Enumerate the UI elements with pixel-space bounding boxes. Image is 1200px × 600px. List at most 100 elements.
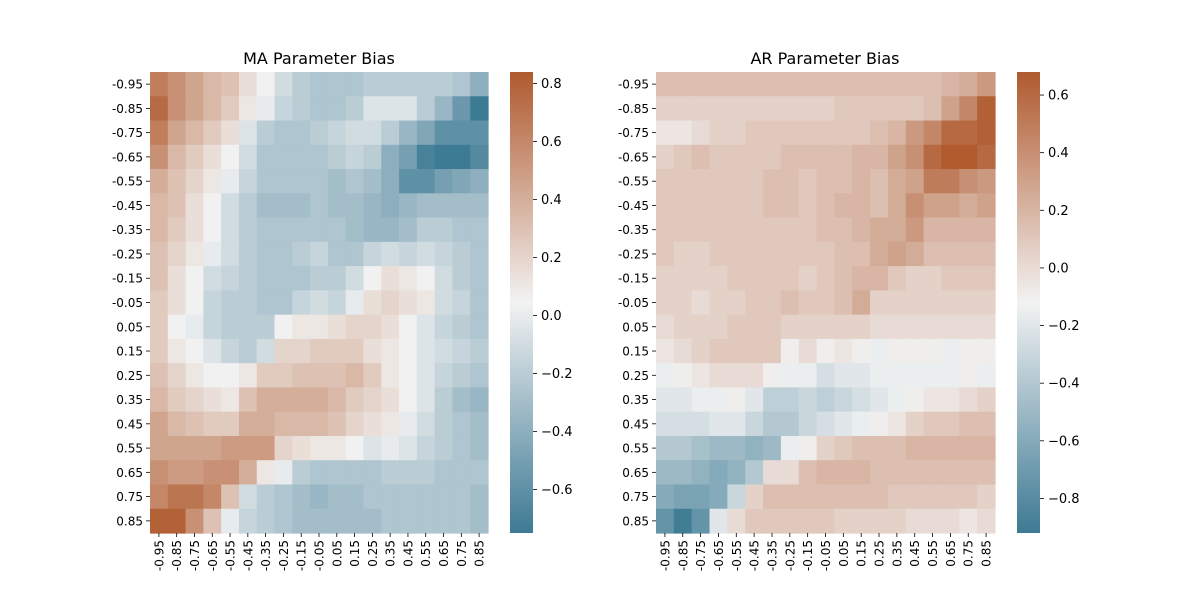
ar-heatmap-cell — [780, 363, 800, 389]
ar-heatmap-cell — [941, 96, 960, 122]
ar-heatmap-cell — [763, 484, 782, 510]
ar-y-tick-label: 0.05 — [622, 320, 649, 334]
ma-heatmap-cell — [167, 193, 187, 219]
ar-heatmap-cell — [852, 193, 871, 219]
ma-y-tick-label: -0.45 — [112, 199, 143, 213]
ma-heatmap-cell — [452, 120, 471, 146]
ma-heatmap-cell — [310, 363, 329, 389]
ar-heatmap-cell — [745, 290, 764, 316]
ar-heatmap-cell — [763, 508, 782, 534]
ar-heatmap-cell — [673, 266, 693, 291]
ma-heatmap-cell — [345, 266, 365, 291]
ma-heatmap-cell — [470, 508, 489, 534]
ar-heatmap-cell — [673, 241, 693, 267]
ar-heatmap-cell — [763, 460, 782, 486]
ma-heatmap-cell — [256, 363, 276, 389]
ar-heatmap-cell — [905, 363, 925, 389]
ar-heatmap-cell — [959, 411, 978, 437]
ar-heatmap-cell — [870, 411, 889, 437]
ar-heatmap-cell — [905, 314, 925, 340]
ma-heatmap-cell — [381, 460, 400, 486]
ar-heatmap-cell — [959, 96, 978, 122]
ma-heatmap-cell — [167, 314, 187, 340]
ma-heatmap-cell — [167, 435, 187, 461]
ar-heatmap-cell — [870, 508, 889, 534]
ar-heatmap-cell — [959, 241, 978, 267]
ar-x-tick-label: -0.35 — [765, 540, 779, 571]
ma-heatmap-cell — [452, 411, 471, 437]
ar-heatmap-cell — [905, 241, 925, 267]
ar-colorbar-gradient — [1017, 72, 1040, 533]
ma-heatmap-cell — [470, 217, 489, 243]
ma-heatmap-cell — [292, 508, 311, 534]
ma-heatmap-cell — [238, 266, 258, 291]
ar-heatmap-cell — [887, 193, 907, 219]
ma-heatmap-cell — [203, 508, 222, 534]
ar-heatmap-cell — [870, 314, 889, 340]
ma-heatmap-cell — [310, 144, 329, 170]
ma-heatmap-cell — [292, 290, 311, 316]
ar-heatmap-cell — [870, 169, 889, 194]
ar-heatmap-cell — [941, 338, 960, 364]
ma-heatmap-cell — [381, 387, 400, 413]
ar-heatmap-cell — [834, 460, 853, 486]
ar-heatmap-cell — [887, 96, 907, 122]
ar-heatmap-cell — [656, 411, 675, 437]
ma-heatmap-cell — [274, 484, 293, 510]
ma-heatmap-cell — [310, 484, 329, 510]
ma-heatmap-cell — [363, 387, 382, 413]
ar-y-tick-label: -0.65 — [618, 150, 649, 164]
ma-heatmap-cell — [238, 460, 258, 486]
ma-heatmap-cell — [434, 290, 454, 316]
ar-heatmap-cell — [870, 290, 889, 316]
ma-heatmap-cell — [292, 96, 311, 122]
ma-heatmap-cell — [452, 435, 471, 461]
ar-heatmap-cell — [673, 314, 693, 340]
ma-y-tick-label: 0.25 — [116, 369, 143, 383]
ar-heatmap-cell — [852, 241, 871, 267]
ar-heatmap-cell — [745, 144, 764, 170]
ma-heatmap-cell — [274, 120, 293, 146]
ma-heatmap-cell — [327, 508, 347, 534]
ma-heatmap-cell — [256, 411, 276, 437]
ma-heatmap-cell — [416, 387, 436, 413]
ar-heatmap-cell — [780, 217, 800, 243]
ma-heatmap-cell — [292, 217, 311, 243]
ma-heatmap-cell — [470, 266, 489, 291]
ar-heatmap-cell — [887, 169, 907, 194]
ar-heatmap-cell — [887, 266, 907, 291]
ar-heatmap-cell — [977, 411, 996, 437]
ma-heatmap-cell — [274, 363, 293, 389]
ma-y-tick-label: -0.55 — [112, 175, 143, 189]
ar-heatmap-cell — [977, 435, 996, 461]
ma-colorbar: −0.6 −0.4 −0.2 0.0 0.2 0.4 0.6 0.8 — [510, 72, 573, 533]
ar-heatmap-cell — [905, 72, 925, 97]
ma-heatmap-cell — [292, 363, 311, 389]
ma-heatmap-cell — [363, 338, 382, 364]
ma-heatmap-cell — [363, 363, 382, 389]
ar-heatmap-cell — [656, 387, 675, 413]
ma-heatmap-cell — [203, 338, 222, 364]
ma-heatmap-cell — [221, 120, 240, 146]
ar-heatmap-cell — [941, 72, 960, 97]
ar-heatmap-cell — [870, 338, 889, 364]
ar-heatmap-cell — [941, 387, 960, 413]
ma-heatmap-cell — [345, 144, 365, 170]
ma-heatmap-cell — [434, 241, 454, 267]
ma-heatmap-cell — [399, 435, 418, 461]
ar-heatmap-cell — [673, 96, 693, 122]
ma-heatmap-cell — [345, 363, 365, 389]
ma-heatmap-cell — [345, 169, 365, 194]
ma-heatmap-cell — [327, 193, 347, 219]
ma-heatmap-cell — [363, 72, 382, 97]
ar-heatmap-cell — [977, 193, 996, 219]
ma-heatmap-cell — [399, 460, 418, 486]
ar-heatmap-cell — [656, 96, 675, 122]
ma-heatmap-cell — [150, 290, 169, 316]
ar-heatmap-cell — [798, 363, 818, 389]
ar-heatmap-cell — [780, 338, 800, 364]
ma-heatmap-cell — [327, 217, 347, 243]
ma-heatmap-cell — [416, 217, 436, 243]
ma-heatmap-cell — [416, 193, 436, 219]
